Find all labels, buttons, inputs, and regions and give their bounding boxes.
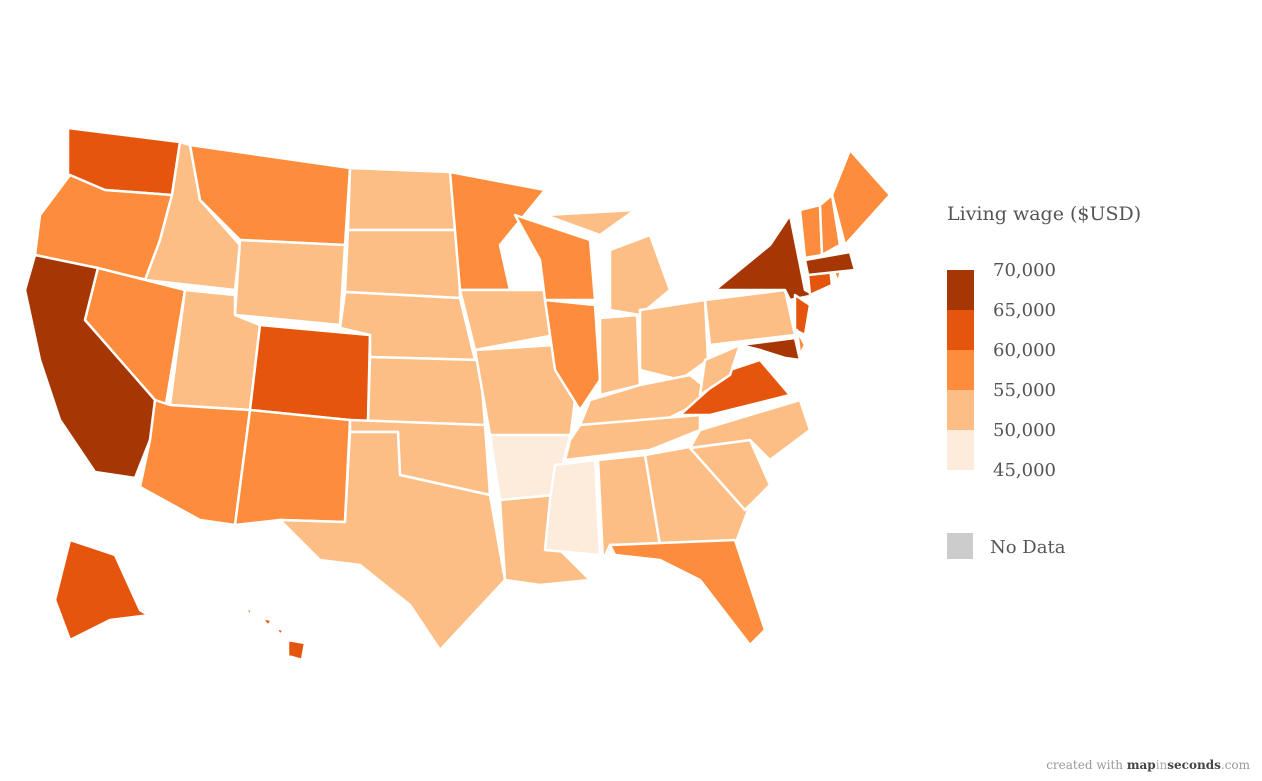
state [543,458,602,557]
footer-suffix: .com [1221,758,1251,772]
state [248,323,372,424]
states [23,126,892,662]
state [366,355,487,427]
state [698,343,742,397]
state [138,398,252,527]
footer-brand: seconds [1167,758,1221,772]
state [713,213,817,302]
state [803,250,857,277]
no-data-label: No Data [990,537,1066,558]
footer-prefix: created with [1046,758,1123,772]
state [543,208,672,317]
legend-label: 55,000 [993,380,1056,401]
legend-label: 45,000 [993,460,1056,481]
state [793,293,812,337]
state [738,336,802,362]
state [53,538,192,642]
state [598,313,642,397]
state [448,170,547,292]
state [798,203,824,260]
state [278,430,507,652]
legend-swatch [947,430,974,470]
legend-swatch [947,350,974,390]
legend-label: 70,000 [993,260,1056,281]
footer-brand: map [1127,758,1156,772]
state [830,148,892,247]
legend-swatch [947,270,974,310]
state [346,166,460,232]
state [608,538,767,647]
state [233,408,352,527]
state [795,328,807,357]
legend-label: 50,000 [993,420,1056,441]
state [688,398,812,462]
legend-swatch [947,310,974,350]
state [458,288,557,352]
footer-brand: in [1156,758,1168,772]
footer: created with mapinseconds.com [1046,758,1250,772]
state [818,193,842,257]
state [233,238,347,327]
state [243,606,307,662]
legend: 45,000 50,000 55,000 60,000 65,000 70,000 No D… [947,260,1066,559]
legend-label: 65,000 [993,300,1056,321]
legend-title: Living wage ($USD) [947,203,1141,225]
no-data-swatch [947,533,973,559]
state [513,213,597,302]
state [638,298,710,382]
legend-label: 60,000 [993,340,1056,361]
state [703,288,797,347]
state [543,298,602,412]
state [343,228,462,300]
state [473,343,577,442]
legend-swatch [947,390,974,430]
